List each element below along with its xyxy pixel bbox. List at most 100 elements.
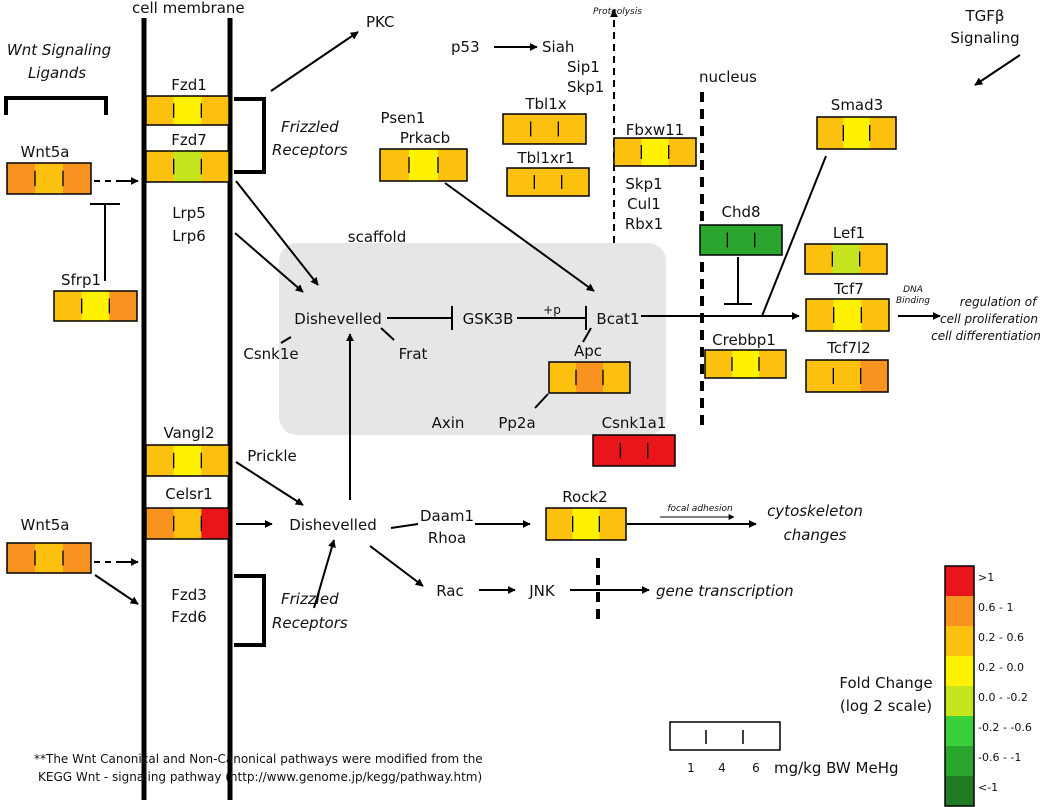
gene-box-smad3: [816, 116, 897, 150]
dose-cell-3: [63, 163, 92, 194]
dose-cell-3: [201, 508, 230, 539]
dose-cell-3: [599, 508, 627, 540]
phosphorylation-label: +p: [543, 303, 561, 317]
dose-unit-label: mg/kg BW MeHg: [774, 759, 899, 777]
wnt5a-top-label: Wnt5a: [21, 143, 70, 161]
dose-cell-2: [173, 508, 202, 539]
dose-cell-3: [63, 543, 92, 573]
dose-cell-1: [614, 138, 642, 166]
dose-cell-3: [109, 291, 138, 321]
footnote-line1: **The Wnt Canonical and Non-Canonical pa…: [34, 752, 483, 766]
dose-cell-1: [806, 299, 835, 331]
dose-cell-3: [869, 117, 897, 149]
dose-cell-1: [593, 435, 621, 466]
legend-swatch: [945, 746, 974, 776]
legend-label: >1: [978, 571, 994, 584]
celsr1-label: Celsr1: [165, 485, 212, 503]
gene-box-wnt5a: [6, 162, 92, 195]
dose-cell-2: [576, 362, 604, 393]
gene-box-fbxw11: [613, 137, 697, 167]
wnt-ligands-label-line2: Ligands: [28, 64, 86, 82]
dose-cell-2: [832, 244, 861, 274]
gene-box-lef1: [804, 243, 888, 275]
fzd3-label: Fzd3: [171, 586, 207, 604]
gene-box-prkacb: [379, 148, 468, 182]
gene-box-tbl1x: [502, 113, 587, 145]
frizzled-top-line1: Frizzled: [281, 118, 339, 136]
legend-label: 0.2 - 0.6: [978, 631, 1024, 644]
daam1-label: Daam1: [420, 507, 474, 525]
dishevelled2-label: Dishevelled: [289, 516, 376, 534]
dose-cell-2: [173, 445, 202, 476]
gene-box-outline: [804, 243, 888, 275]
pkc-label: PKC: [366, 13, 395, 31]
gene-box-fzd1: [145, 95, 230, 126]
wnt-ligands-bracket: [4, 96, 108, 115]
frizzled-top-line2: Receptors: [272, 141, 348, 159]
dose-cell-2: [530, 114, 559, 144]
legend-label: -0.6 - -1: [978, 751, 1021, 764]
axin-label: Axin: [432, 414, 465, 432]
gene-box-outline: [145, 507, 230, 540]
rhoa-label: Rhoa: [428, 529, 466, 547]
scaffold-region: [279, 243, 666, 435]
dose-cell-1: [54, 291, 83, 321]
dose-cell-3: [754, 225, 783, 255]
dose-cell-1: [146, 508, 175, 539]
dose-cell-2: [81, 291, 110, 321]
dose-cell-1: [507, 168, 535, 196]
tbl1x-label: Tbl1x: [524, 95, 566, 113]
dose-cell-3: [759, 350, 787, 378]
smad3-label: Smad3: [831, 96, 883, 114]
gene-box-outline: [545, 507, 627, 541]
regulation-line2: cell proliferation: [940, 312, 1038, 326]
gene-box-wnt5a-2: [6, 542, 92, 574]
dose-cell-1: [817, 117, 844, 149]
gene-box-tbl1xr1: [506, 167, 590, 197]
cytoskeleton-line2: changes: [783, 526, 846, 544]
dose-1-label: 1: [687, 761, 695, 775]
dose-cell-2: [833, 360, 862, 392]
dose-cell-2: [534, 168, 563, 196]
gsk3b-label: GSK3B: [463, 310, 514, 328]
chd8-label: Chd8: [721, 203, 760, 221]
pp2a-label: Pp2a: [498, 414, 535, 432]
gene-box-outline: [805, 359, 889, 393]
gene-box-crebbp1: [704, 349, 787, 379]
gene-box-outline: [613, 137, 697, 167]
legend-swatch: [945, 776, 974, 806]
dose-cell-1: [380, 149, 410, 181]
rbx1-label: Rbx1: [625, 215, 663, 233]
apc-label: Apc: [574, 342, 602, 360]
dose-cell-2: [173, 151, 202, 182]
legend-label: 0.0 - -0.2: [978, 691, 1028, 704]
lrp5-label: Lrp5: [172, 204, 206, 222]
gene-box-fzd7: [145, 150, 230, 183]
regulation-line1: regulation of: [960, 295, 1038, 309]
fzd7-label: Fzd7: [171, 131, 207, 149]
tbl1xr1-label: Tbl1xr1: [517, 149, 575, 167]
cell-membrane-label: cell membrane: [132, 0, 245, 17]
dose-cell-2: [620, 435, 649, 466]
nucleus-label: nucleus: [699, 68, 757, 86]
regulation-line3: cell differentiation: [931, 329, 1041, 343]
proteolysis-label: Proteolysis: [593, 7, 642, 17]
p53-label: p53: [451, 38, 480, 56]
connectors: [90, 9, 1021, 609]
frizzled-bottom-line2: Receptors: [272, 614, 348, 632]
vangl2-label: Vangl2: [163, 424, 214, 442]
gene-box-outline: [502, 113, 587, 145]
frat-label: Frat: [399, 345, 428, 363]
gene-expression-boxes: [6, 95, 897, 574]
legend-swatch: [945, 656, 974, 686]
frizzled-bottom-line1: Frizzled: [281, 590, 339, 608]
dose-cell-1: [806, 360, 834, 392]
gene-box-csnk1a1: [592, 434, 676, 467]
dose-4-label: 4: [718, 761, 726, 775]
legend-swatch: [945, 626, 974, 656]
sfrp1-label: Sfrp1: [61, 271, 101, 289]
dose-cell-1: [146, 445, 175, 476]
dose-cell-1: [546, 508, 574, 540]
skp1-label: Skp1: [625, 175, 662, 193]
